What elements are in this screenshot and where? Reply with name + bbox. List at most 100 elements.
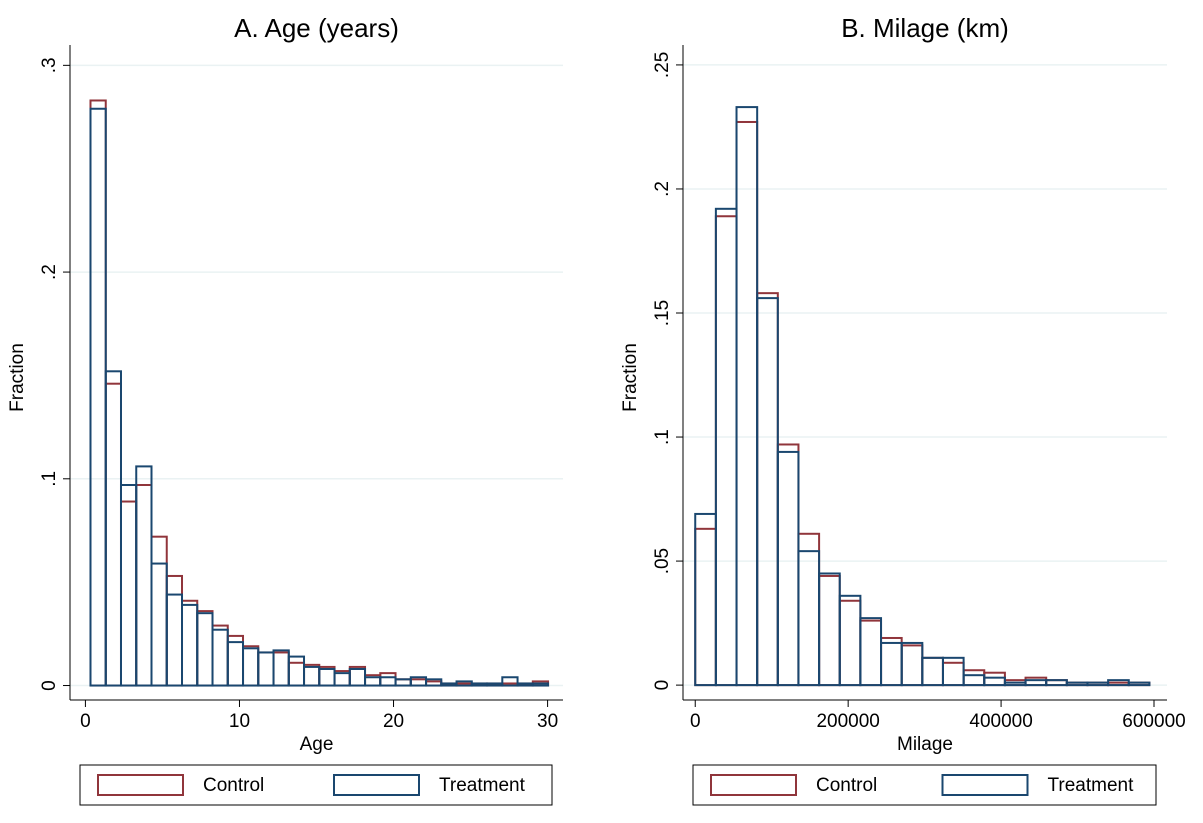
bar: [694, 527, 717, 687]
y-axis-title: Fraction: [7, 343, 28, 412]
bar: [440, 682, 458, 687]
x-tick-label: 200000: [816, 711, 879, 732]
y-tick-label: .05: [652, 548, 673, 574]
bar: [379, 676, 397, 687]
x-tick-label: 20: [383, 711, 404, 732]
chart-title: A. Age (years): [234, 13, 399, 43]
bar: [838, 599, 862, 687]
bar: [272, 651, 290, 687]
x-axis-title: Milage: [897, 734, 953, 755]
bar: [756, 292, 779, 687]
bar: [333, 672, 351, 687]
bar: [941, 656, 965, 687]
bar: [89, 107, 107, 687]
legend-label: Treatment: [1048, 775, 1135, 796]
x-tick-label: 600000: [1122, 711, 1185, 732]
bar: [486, 682, 504, 687]
bar: [735, 106, 759, 687]
bar: [880, 641, 903, 687]
bar: [776, 443, 800, 687]
bar: [962, 669, 986, 687]
bar: [470, 682, 489, 687]
bar: [900, 641, 924, 687]
legend-swatch: [97, 774, 184, 796]
bar: [838, 594, 862, 687]
y-tick-label: 0: [39, 680, 60, 691]
bar: [165, 574, 184, 687]
bar: [714, 207, 738, 687]
legend-box: [79, 764, 553, 806]
x-tick-label: 10: [229, 711, 250, 732]
legend-swatch: [710, 774, 797, 796]
bar: [303, 665, 321, 687]
y-tick-label: .15: [652, 300, 673, 326]
x-axis-title: Age: [300, 734, 334, 755]
bar: [150, 562, 168, 687]
bar: [303, 663, 321, 687]
bar: [797, 532, 821, 687]
bar: [983, 676, 1006, 687]
bar: [318, 667, 336, 687]
y-tick-label: 0: [652, 680, 673, 691]
y-tick-label: .3: [39, 57, 60, 73]
y-tick-label: .25: [652, 52, 673, 78]
bar: [196, 612, 214, 687]
bar: [226, 641, 245, 687]
bar: [1065, 681, 1089, 687]
legend-label: Control: [203, 775, 264, 796]
bar: [531, 682, 550, 687]
bar: [211, 624, 229, 687]
legend-swatch: [941, 774, 1029, 796]
bar: [257, 651, 275, 687]
bar: [119, 484, 138, 687]
legend-swatch: [333, 774, 420, 796]
bar: [797, 550, 821, 687]
x-tick-label: 0: [690, 711, 701, 732]
bar: [226, 634, 245, 687]
bar: [257, 651, 275, 687]
bar: [104, 370, 122, 687]
bar: [941, 661, 965, 687]
x-tick-label: 30: [537, 711, 558, 732]
legend-label: Control: [816, 775, 877, 796]
bar: [1127, 681, 1151, 687]
y-tick-label: .2: [652, 181, 673, 197]
y-tick-label: .1: [39, 471, 60, 487]
bar: [379, 672, 397, 687]
legend-label: Treatment: [439, 775, 526, 796]
bar: [983, 671, 1006, 687]
bar: [714, 215, 738, 687]
bar: [89, 99, 107, 687]
bar: [364, 676, 382, 687]
y-tick-label: .2: [39, 264, 60, 280]
bar: [181, 599, 199, 687]
y-axis-title: Fraction: [620, 343, 641, 412]
y-tick-label: .1: [652, 429, 673, 445]
bar: [694, 512, 717, 687]
bar: [211, 628, 229, 687]
bar: [501, 676, 519, 687]
bar: [818, 574, 841, 687]
bar: [165, 593, 184, 687]
bar: [425, 678, 443, 687]
bar: [1045, 679, 1068, 687]
bar: [119, 500, 138, 687]
bar: [921, 656, 944, 687]
bar: [104, 382, 122, 687]
bar: [242, 645, 260, 687]
x-tick-label: 400000: [969, 711, 1032, 732]
bar: [921, 656, 944, 687]
bar: [135, 465, 153, 687]
chart-title: B. Milage (km): [841, 13, 1009, 43]
bar: [150, 535, 168, 687]
bar: [348, 667, 367, 687]
bar: [1024, 676, 1048, 687]
bar: [776, 450, 800, 687]
bar: [962, 674, 986, 687]
bar: [900, 644, 924, 687]
bar: [1003, 681, 1027, 687]
bar: [394, 678, 412, 687]
bar: [756, 297, 779, 687]
bar: [859, 617, 883, 687]
